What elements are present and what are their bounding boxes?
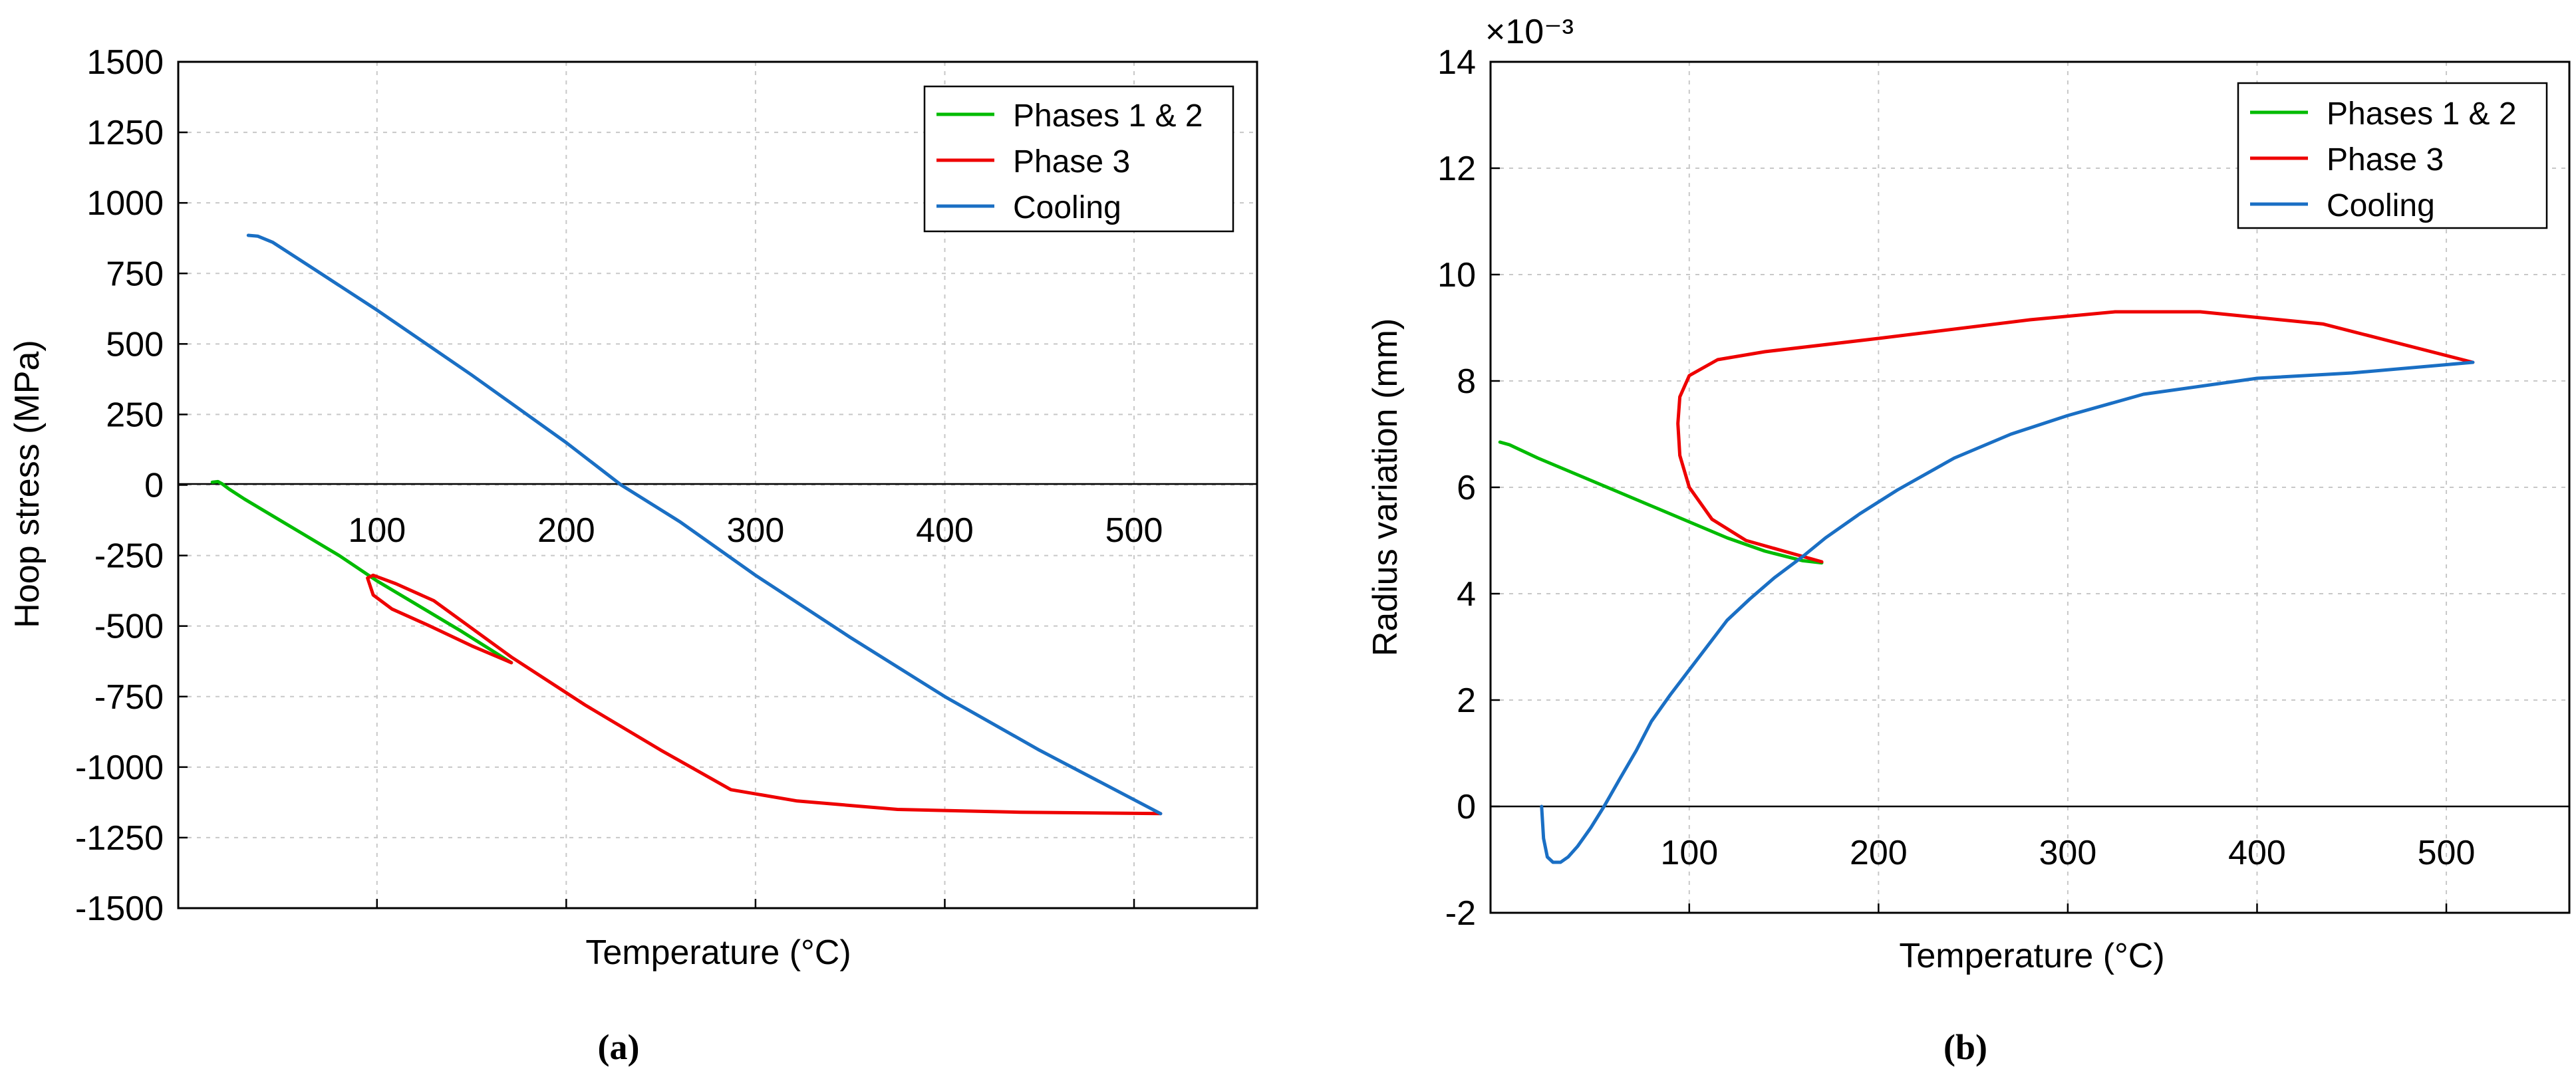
panel-a-series-phases-1-2 xyxy=(210,479,513,665)
panel-b-legend-label-cooling: Cooling xyxy=(2327,188,2435,223)
panel-b-radius-variation: 14 12 10 8 6 4 2 0 -2 100 200 300 400 500 ×10⁻³ Temp… xyxy=(1366,13,2571,1067)
panel-b-y-tick-labels: 14 12 10 8 6 4 2 0 -2 xyxy=(1437,43,1476,933)
panel-b-x-axis-label: Temperature (°C) xyxy=(1899,937,2164,975)
panel-b-y-tick-label: 14 xyxy=(1437,43,1476,82)
panel-a-y-tick-label: 1500 xyxy=(86,43,164,82)
panel-a-y-axis-label: Hoop stress (MPa) xyxy=(8,340,47,628)
panel-b-legend-label-phases-1-2: Phases 1 & 2 xyxy=(2327,96,2517,132)
panel-b-y-axis-label: Radius variation (mm) xyxy=(1366,318,1405,657)
panel-a-y-tick-label: 1250 xyxy=(86,114,164,152)
panel-a-y-tick-label: 500 xyxy=(106,325,164,364)
panel-a-x-axis-label: Temperature (°C) xyxy=(585,933,851,972)
panel-a-x-tick-label: 400 xyxy=(916,511,974,550)
panel-b-series-phases-1-2 xyxy=(1498,440,1824,565)
panel-b-x-tick-labels: 100 200 300 400 500 xyxy=(1660,834,2475,872)
panel-a-x-tick-label: 500 xyxy=(1105,511,1163,550)
panel-b-legend: Phases 1 & 2 Phase 3 Cooling xyxy=(2237,82,2548,229)
panel-b-series-cooling xyxy=(1540,360,2475,864)
panel-a-y-tick-labels: 1500 1250 1000 750 500 250 0 -250 -500 -750 -1000 -… xyxy=(75,43,164,928)
panel-a-legend-label-cooling: Cooling xyxy=(1013,190,1121,225)
panel-a-y-tick-label: -1500 xyxy=(75,890,164,928)
panel-a-x-tick-label: 200 xyxy=(537,511,595,550)
panel-b-y-tick-label: 4 xyxy=(1457,575,1476,614)
panel-b-series-phase-3 xyxy=(1676,310,2475,564)
panel-a-series-cooling xyxy=(246,233,1163,816)
panel-b-y-tick-label: 0 xyxy=(1457,788,1476,826)
panel-b-y-tick-label: 12 xyxy=(1437,150,1476,188)
panel-a-y-tick-label: 750 xyxy=(106,255,164,293)
panel-a-series xyxy=(210,233,1163,816)
panel-b-legend-label-phase-3: Phase 3 xyxy=(2327,142,2444,178)
panel-a-caption: (a) xyxy=(598,1027,640,1067)
panel-b-exponent-label: ×10⁻³ xyxy=(1485,13,1574,51)
panel-a-y-tick-label: 0 xyxy=(144,467,164,505)
panel-a-hoop-stress: 1500 1250 1000 750 500 250 0 -250 -500 -750 -1000 -… xyxy=(8,43,1258,1067)
panel-a-y-tick-label: -1250 xyxy=(75,819,164,858)
panel-b-y-tick-label: 10 xyxy=(1437,256,1476,295)
panel-b-y-tick-label: -2 xyxy=(1445,894,1476,933)
panel-a-y-tick-label: -750 xyxy=(94,678,164,717)
panel-a-y-tick-label: 1000 xyxy=(86,184,164,223)
panel-b-series xyxy=(1498,310,2475,864)
panel-a-legend-label-phase-3: Phase 3 xyxy=(1013,144,1130,180)
panel-a-x-tick-label: 300 xyxy=(727,511,785,550)
panel-b-caption: (b) xyxy=(1943,1027,1987,1067)
panel-b-x-tick-label: 400 xyxy=(2228,834,2286,872)
panel-a-plot-frame xyxy=(177,60,1258,909)
panel-b-x-tick-label: 500 xyxy=(2418,834,2476,872)
panel-a-y-tick-label: -250 xyxy=(94,537,164,576)
panel-b-y-tick-label: 6 xyxy=(1457,469,1476,507)
panel-a-y-tick-label: -1000 xyxy=(75,749,164,787)
panel-a-legend: Phases 1 & 2 Phase 3 Cooling xyxy=(923,85,1234,233)
panel-b-y-tick-label: 2 xyxy=(1457,681,1476,720)
panel-a-legend-label-phases-1-2: Phases 1 & 2 xyxy=(1013,98,1203,134)
panel-a-y-tick-label: -500 xyxy=(94,608,164,646)
panel-b-plot-frame xyxy=(1489,60,2571,914)
panel-b-x-tick-label: 200 xyxy=(1850,834,1908,872)
panel-a-x-tick-labels: 100 200 300 400 500 xyxy=(348,511,1163,550)
panel-a-x-tick-label: 100 xyxy=(348,511,406,550)
panel-b-x-tick-label: 300 xyxy=(2039,834,2097,872)
panel-a-series-phase-3 xyxy=(366,573,1163,816)
panel-b-y-tick-label: 8 xyxy=(1457,362,1476,401)
panel-b-x-tick-label: 100 xyxy=(1660,834,1718,872)
panel-a-y-tick-label: 250 xyxy=(106,396,164,434)
